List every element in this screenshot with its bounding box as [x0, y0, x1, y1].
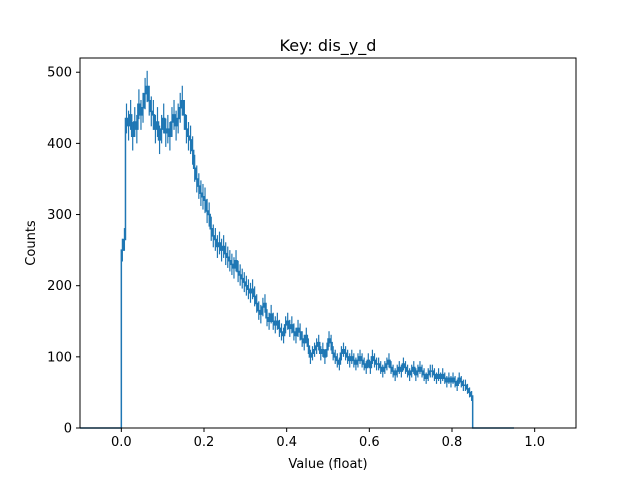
- x-tick-label: 1.0: [524, 435, 545, 450]
- x-tick-label: 0.6: [359, 435, 380, 450]
- y-tick-label: 400: [47, 137, 72, 152]
- y-axis-label: Counts: [24, 220, 39, 266]
- histogram-step-line: [80, 85, 514, 429]
- x-tick-label: 0.8: [442, 435, 463, 450]
- chart-title: Key: dis_y_d: [280, 36, 377, 56]
- plot-content: [80, 70, 514, 429]
- x-tick-label: 0.4: [276, 435, 297, 450]
- x-axis: 0.0 0.2 0.4 0.6 0.8 1.0: [111, 428, 545, 450]
- x-tick-label: 0.2: [194, 435, 215, 450]
- y-axis: 0 100 200 300 400 500: [47, 66, 80, 437]
- x-tick-label: 0.0: [111, 435, 132, 450]
- y-tick-label: 300: [47, 208, 72, 223]
- y-tick-label: 500: [47, 66, 72, 81]
- y-tick-label: 0: [64, 422, 72, 437]
- x-axis-label: Value (float): [288, 457, 367, 472]
- y-tick-label: 200: [47, 279, 72, 294]
- plot-frame: [79, 57, 577, 429]
- y-tick-label: 100: [47, 350, 72, 365]
